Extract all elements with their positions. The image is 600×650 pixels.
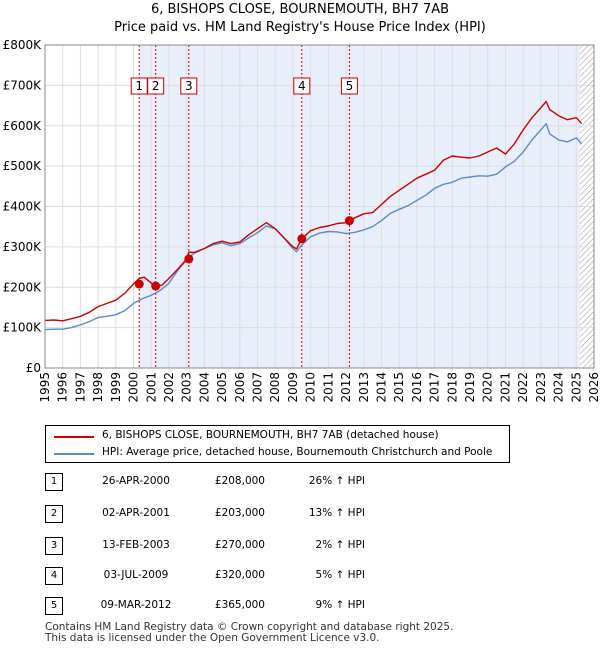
- x-tick-label: 2023: [534, 372, 548, 403]
- x-tick-label: 2007: [251, 372, 265, 403]
- sale-point: [134, 279, 144, 289]
- legend-label-property: 6, BISHOPS CLOSE, BOURNEMOUTH, BH7 7AB (…: [102, 429, 439, 441]
- x-tick-label: 2011: [321, 372, 335, 403]
- sale-number: 4: [45, 567, 63, 585]
- y-tick-label: £300K: [3, 240, 43, 254]
- x-tick-label: 2004: [197, 372, 211, 403]
- sale-label-number: 4: [298, 79, 306, 93]
- legend-label-hpi: HPI: Average price, detached house, Bour…: [102, 446, 493, 458]
- table-row: 4 03-JUL-2009 £320,000 5% ↑ HPI: [45, 567, 405, 587]
- sale-hpi-change: 5% ↑ HPI: [315, 569, 365, 581]
- x-tick-label: 2016: [410, 372, 424, 403]
- x-tick-label: 2008: [268, 372, 282, 403]
- chart-legend: 6, BISHOPS CLOSE, BOURNEMOUTH, BH7 7AB (…: [45, 425, 510, 463]
- sale-label-box: [340, 77, 358, 95]
- x-tick-label: 1998: [91, 372, 105, 403]
- x-tick-label: 2026: [587, 372, 600, 403]
- x-tick-label: 2021: [498, 372, 512, 403]
- sale-label-box: [147, 77, 165, 95]
- table-row: 1 26-APR-2000 £208,000 26% ↑ HPI: [45, 473, 405, 493]
- legend-swatch-property: [54, 436, 94, 438]
- sale-hpi-change: 26% ↑ HPI: [308, 475, 365, 487]
- sale-point: [344, 216, 354, 226]
- sale-label-number: 2: [152, 79, 160, 93]
- sale-date: 03-JUL-2009: [103, 569, 169, 581]
- series-line-hpi: [44, 122, 583, 331]
- x-tick-label: 2003: [180, 372, 194, 403]
- x-tick-label: 2018: [445, 372, 459, 403]
- sale-hpi-change: 9% ↑ HPI: [315, 599, 365, 611]
- x-tick-label: 2014: [374, 372, 388, 403]
- chart-title: 6, BISHOPS CLOSE, BOURNEMOUTH, BH7 7AB: [150, 2, 450, 17]
- series-line-property: [44, 100, 583, 322]
- plot-frame: [44, 44, 595, 369]
- x-tick-label: 1997: [73, 372, 87, 403]
- sale-date: 09-MAR-2012: [100, 599, 172, 611]
- x-tick-label: 2019: [463, 372, 477, 403]
- sale-price: £320,000: [214, 569, 265, 581]
- sale-date: 26-APR-2000: [102, 475, 170, 487]
- sale-price: £365,000: [214, 599, 265, 611]
- sale-label-box: [293, 77, 311, 95]
- x-tick-label: 2012: [339, 372, 353, 403]
- sale-price: £203,000: [214, 507, 265, 519]
- y-tick-label: £800K: [3, 38, 43, 52]
- y-tick-label: £600K: [3, 119, 43, 133]
- x-tick-label: 2005: [215, 372, 229, 403]
- sale-date: 13-FEB-2003: [102, 539, 170, 551]
- table-row: 3 13-FEB-2003 £270,000 2% ↑ HPI: [45, 537, 405, 557]
- sale-label-number: 3: [185, 79, 193, 93]
- x-tick-label: 2013: [357, 372, 371, 403]
- sale-number: 2: [45, 505, 63, 523]
- sale-label-number: 1: [135, 79, 143, 93]
- y-tick-label: £0: [26, 361, 41, 375]
- chart-subtitle: Price paid vs. HM Land Registry's House …: [114, 20, 486, 35]
- y-tick-label: £500K: [3, 159, 43, 173]
- x-tick-label: 2020: [481, 372, 495, 403]
- footer-license: This data is licensed under the Open Gov…: [45, 632, 380, 644]
- sale-hpi-change: 2% ↑ HPI: [315, 539, 365, 551]
- sale-point: [297, 234, 307, 244]
- x-tick-label: 2006: [233, 372, 247, 403]
- x-tick-label: 2002: [162, 372, 176, 403]
- x-tick-label: 2015: [392, 372, 406, 403]
- x-tick-label: 2017: [428, 372, 442, 403]
- sale-label-number: 5: [346, 79, 354, 93]
- table-row: 5 09-MAR-2012 £365,000 9% ↑ HPI: [45, 597, 405, 617]
- x-tick-label: 1995: [38, 372, 52, 403]
- sale-price: £208,000: [214, 475, 265, 487]
- y-tick-label: £700K: [3, 78, 43, 92]
- sale-date: 02-APR-2001: [102, 507, 170, 519]
- footer-copyright: Contains HM Land Registry data © Crown c…: [45, 621, 454, 633]
- x-tick-label: 2001: [144, 372, 158, 403]
- x-tick-label: 2000: [127, 372, 141, 403]
- x-tick-label: 2010: [304, 372, 318, 403]
- x-tick-label: 2022: [516, 372, 530, 403]
- x-tick-label: 2025: [569, 372, 583, 403]
- x-tick-label: 1999: [109, 372, 123, 403]
- sale-number: 1: [45, 473, 63, 491]
- sale-hpi-change: 13% ↑ HPI: [308, 507, 365, 519]
- table-row: 2 02-APR-2001 £203,000 13% ↑ HPI: [45, 505, 405, 525]
- sale-number: 3: [45, 537, 63, 555]
- x-tick-label: 1996: [56, 372, 70, 403]
- legend-swatch-hpi: [54, 453, 94, 455]
- x-tick-label: 2024: [552, 372, 566, 403]
- sale-label-box: [180, 77, 198, 95]
- sale-price: £270,000: [214, 539, 265, 551]
- sale-number: 5: [45, 597, 63, 615]
- sale-point: [151, 281, 161, 291]
- x-tick-label: 2009: [286, 372, 300, 403]
- sale-point: [184, 254, 194, 264]
- y-tick-label: £100K: [3, 321, 43, 335]
- y-tick-label: £200K: [3, 280, 43, 294]
- y-tick-label: £400K: [3, 200, 43, 214]
